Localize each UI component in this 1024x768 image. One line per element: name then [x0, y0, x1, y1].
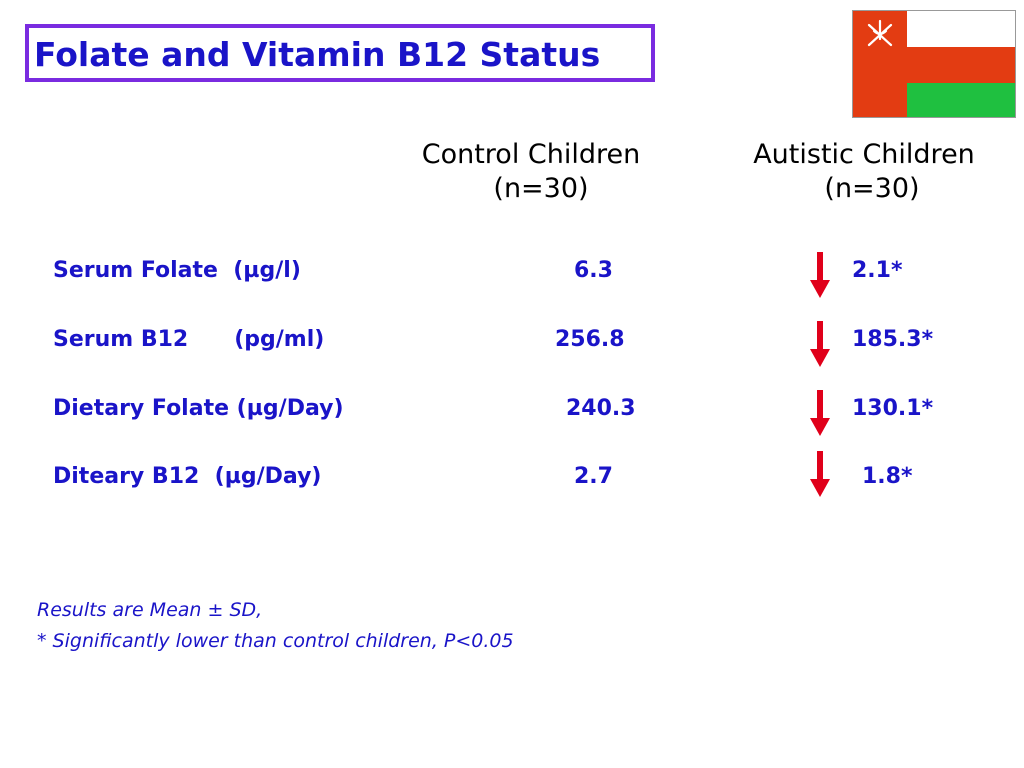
oman-flag-icon [852, 10, 1016, 118]
column-header-autistic-title: Autistic Children [753, 139, 975, 170]
column-header-control-title: Control Children [421, 139, 641, 170]
autistic-value: 185.3* [852, 327, 934, 352]
column-header-control-n: (n=30) [493, 173, 589, 204]
column-header-control: Control Children (n=30) [400, 138, 662, 206]
down-arrow-icon [810, 321, 830, 367]
control-value: 256.8 [555, 327, 625, 352]
down-arrow-icon [810, 252, 830, 298]
control-value: 6.3 [574, 258, 613, 283]
column-header-autistic: Autistic Children (n=30) [730, 138, 998, 206]
row-label: Dietary Folate (µg/Day) [53, 396, 344, 421]
footnote-results: Results are Mean ± SD, [37, 599, 263, 621]
column-header-autistic-n: (n=30) [824, 173, 920, 204]
down-arrow-icon [810, 390, 830, 436]
title-frame [25, 24, 655, 82]
control-value: 2.7 [574, 464, 613, 489]
page-title: Folate and Vitamin B12 Status [34, 35, 601, 74]
control-value: 240.3 [566, 396, 636, 421]
down-arrow-icon [810, 451, 830, 497]
autistic-value: 2.1* [852, 258, 903, 283]
row-label: Diteary B12 (µg/Day) [53, 464, 322, 489]
row-label: Serum Folate (µg/l) [53, 258, 301, 283]
emblem-icon [867, 19, 893, 47]
autistic-value: 130.1* [852, 396, 934, 421]
autistic-value: 1.8* [862, 464, 913, 489]
footnote-significance: * Significantly lower than control child… [37, 630, 514, 652]
row-label: Serum B12 (pg/ml) [53, 327, 325, 352]
